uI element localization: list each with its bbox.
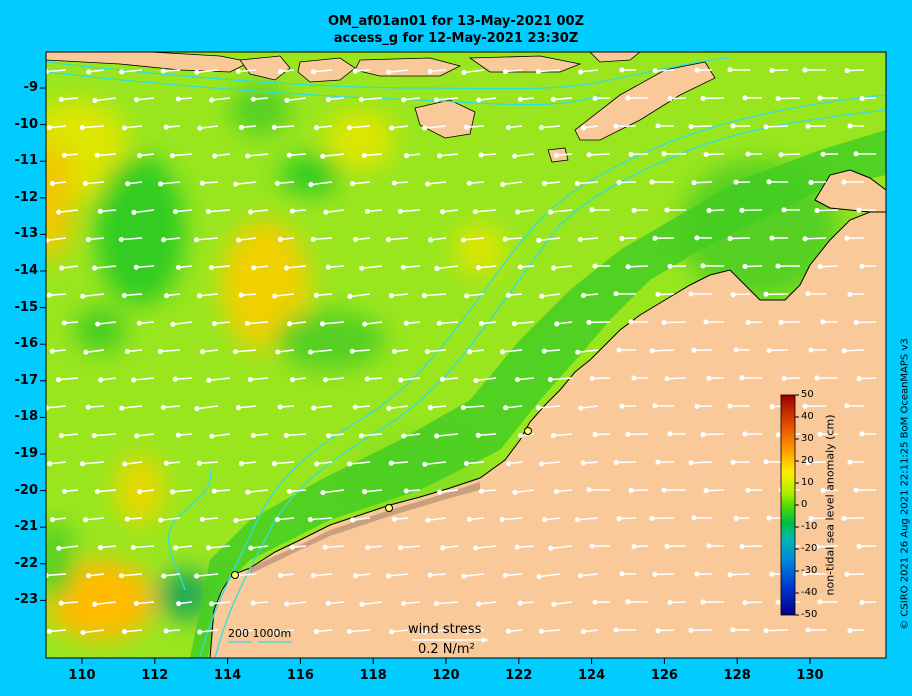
island-sumba: [414, 99, 476, 139]
colorbar-tick-label: 0: [801, 499, 808, 510]
y-axis-label: -10: [14, 116, 39, 132]
y-axis-label: -18: [14, 409, 39, 425]
map-subtitle: access_g for 12-May-2021 23:30Z: [333, 31, 579, 46]
x-axis-label: 110: [68, 668, 96, 683]
station-marker: [231, 571, 239, 579]
colorbar-tick-label: -50: [801, 609, 818, 620]
station-marker: [385, 504, 393, 512]
x-axis-label: 116: [286, 668, 314, 683]
y-axis-label: -14: [14, 263, 39, 278]
y-axis-label: -12: [14, 189, 39, 205]
x-axis-label: 128: [723, 668, 751, 683]
colorbar-tick-label: 10: [801, 477, 814, 488]
x-axis-label: 130: [796, 668, 824, 683]
x-axis-label: 122: [505, 668, 533, 683]
x-axis-label: 112: [141, 668, 169, 683]
colorbar-tick-label: 40: [801, 411, 814, 422]
axis-ticks: [40, 87, 811, 664]
x-axis-label: 120: [432, 668, 460, 683]
colorbar-ticks: [795, 394, 799, 616]
colorbar-tick-label: -20: [801, 543, 818, 554]
colorbar-tick-label: 20: [801, 455, 814, 466]
wind-stress-unit: 0.2 N/m²: [418, 642, 475, 657]
y-axis-label: -22: [14, 555, 39, 571]
wind-stress-label: wind stress: [408, 622, 482, 637]
x-axis-label: 114: [214, 668, 242, 683]
x-axis-label: 126: [650, 668, 678, 683]
island-timor: [574, 61, 716, 141]
y-axis-label: -11: [14, 153, 39, 169]
coastal-mudflat: [250, 482, 480, 574]
colorbar-tick-label: 30: [801, 433, 814, 444]
y-axis-label: -13: [14, 226, 39, 242]
colorbar: [780, 394, 796, 616]
station-marker: [524, 427, 532, 435]
y-axis-label: -19: [14, 446, 39, 461]
colorbar-tick-label: -30: [801, 565, 818, 576]
island-wetar: [589, 52, 641, 63]
colorbar-tick-label: 50: [801, 389, 814, 400]
y-axis-label: -23: [14, 592, 39, 608]
island-lombok: [239, 55, 291, 81]
island-alor: [468, 55, 582, 73]
copyright-text: © CSIRO 2021 26 Aug 2021 22:11:25 BoM Oc…: [899, 338, 911, 630]
x-axis-label: 118: [359, 668, 387, 683]
colorbar-title: non-tidal sea level anomaly (cm): [823, 414, 837, 596]
x-axis-label: 124: [578, 668, 606, 683]
depth-contours: [46, 57, 886, 658]
y-axis-label: -17: [14, 372, 39, 388]
map-title: OM_af01an01 for 13-May-2021 00Z: [327, 14, 585, 29]
island-java: [46, 52, 252, 73]
colorbar-tick-label: -10: [801, 521, 818, 532]
plot-frame: [45, 51, 887, 659]
northern-cape-land: [814, 169, 886, 213]
depth-contour-label: 200 1000m: [228, 627, 292, 640]
y-axis-label: -15: [14, 299, 39, 315]
y-axis-label: -20: [14, 482, 39, 498]
y-axis-label: -9: [23, 80, 38, 95]
colorbar-tick-label: -40: [801, 587, 818, 598]
coastal-anomaly-band: [190, 130, 886, 658]
wind-stress-arrows: [46, 67, 877, 636]
y-axis-label: -16: [14, 336, 39, 352]
y-axis-label: -21: [14, 519, 39, 535]
